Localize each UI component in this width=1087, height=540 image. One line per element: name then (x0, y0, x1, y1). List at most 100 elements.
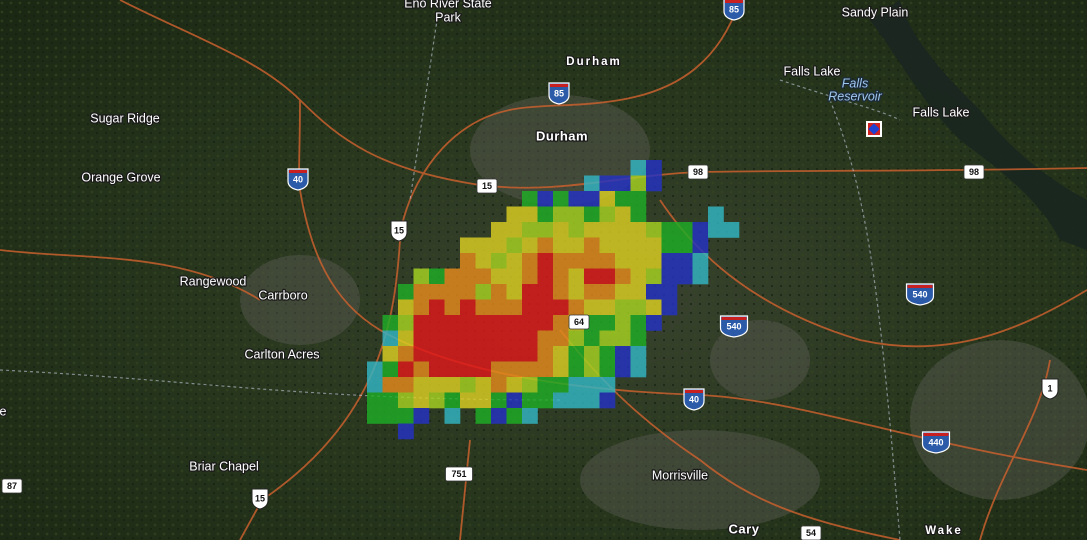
heat-cell (568, 299, 585, 316)
heat-cell (599, 253, 616, 269)
heat-cell (661, 299, 678, 316)
heat-cell (413, 315, 430, 331)
heat-cell (584, 268, 600, 285)
heat-cell (522, 377, 538, 393)
heat-cell (506, 222, 523, 238)
heat-cell (506, 206, 523, 223)
us-route-shield (1041, 378, 1059, 400)
shield-number: 85 (729, 4, 739, 14)
heat-cell (460, 315, 476, 331)
marker (866, 121, 882, 137)
heat-cell (661, 237, 678, 254)
heat-cell (568, 346, 585, 362)
place-label: Sugar Ridge (90, 111, 160, 125)
heat-cell (584, 377, 600, 393)
heat-cell (460, 253, 476, 269)
heat-cell (646, 237, 662, 254)
heat-cell (413, 330, 430, 347)
heat-cell (615, 299, 631, 316)
heat-cell (599, 377, 616, 393)
heat-cell (460, 330, 476, 347)
heat-cell (553, 346, 569, 362)
heat-cell (615, 206, 631, 223)
heat-cell (615, 330, 631, 347)
heat-cell (584, 299, 600, 316)
heat-cell (460, 268, 476, 285)
heat-cell (615, 191, 631, 207)
heat-cell (491, 377, 507, 393)
heat-cell (584, 253, 600, 269)
heat-cell (692, 237, 709, 254)
heat-cell (615, 268, 631, 285)
heat-cell (661, 222, 678, 238)
heat-cell (444, 346, 461, 362)
heat-cell (646, 268, 662, 285)
heat-cell (506, 268, 523, 285)
heat-cell (506, 315, 523, 331)
place-label: Falls Lake (784, 64, 841, 78)
heat-cell (522, 206, 538, 223)
heat-cell (646, 175, 662, 192)
heat-cell (537, 191, 554, 207)
interstate-band (923, 433, 949, 436)
heat-cell (599, 299, 616, 316)
heat-cell (398, 284, 414, 300)
heat-cell (537, 299, 554, 316)
place-label: Briar Chapel (189, 459, 258, 473)
heat-cell (506, 346, 523, 362)
heat-cell (584, 346, 600, 362)
heat-cell (537, 315, 554, 331)
heat-cell (630, 222, 647, 238)
heat-cell (475, 237, 492, 254)
heat-cell (429, 377, 445, 393)
heat-cell (553, 392, 569, 409)
heat-cell (568, 206, 585, 223)
heat-cell (398, 377, 414, 393)
heat-cell (553, 299, 569, 316)
shield-number: 440 (928, 437, 943, 447)
heat-cell (506, 253, 523, 269)
heat-cell (537, 346, 554, 362)
heat-cell (491, 222, 507, 238)
heat-cell (584, 361, 600, 378)
heat-cell (646, 253, 662, 269)
heat-cell (367, 392, 383, 409)
heat-cell (599, 222, 616, 238)
heat-cell (491, 237, 507, 254)
heat-cell (677, 268, 693, 285)
heat-cell (646, 315, 662, 331)
shield-number: 15 (482, 181, 492, 191)
heat-cell (661, 284, 678, 300)
heat-cell (475, 408, 492, 424)
heat-cell (475, 284, 492, 300)
shield-number: 54 (806, 528, 816, 538)
heat-cell (475, 346, 492, 362)
heat-cell (630, 175, 647, 192)
heat-cell (367, 408, 383, 424)
heat-cell (677, 222, 693, 238)
heat-cell (398, 392, 414, 409)
heat-cell (522, 299, 538, 316)
shield-number: 98 (969, 167, 979, 177)
heat-cell (475, 299, 492, 316)
heat-cell (506, 299, 523, 316)
state-route-shield (1, 478, 23, 494)
heat-cell (491, 315, 507, 331)
place-label: e (0, 404, 7, 418)
place-label: Durham (536, 128, 588, 143)
heat-cell (537, 284, 554, 300)
heat-cell (584, 237, 600, 254)
heat-cell (522, 361, 538, 378)
heat-cell (429, 315, 445, 331)
heat-cell (382, 346, 399, 362)
heat-cell (584, 175, 600, 192)
heat-cell (553, 253, 569, 269)
heat-cell (537, 330, 554, 347)
heat-cell (537, 268, 554, 285)
heat-cell (661, 253, 678, 269)
state-route-shield (800, 525, 822, 540)
heat-cell (615, 222, 631, 238)
heat-cell (537, 253, 554, 269)
heat-cell (537, 392, 554, 409)
heat-cell (599, 315, 616, 331)
